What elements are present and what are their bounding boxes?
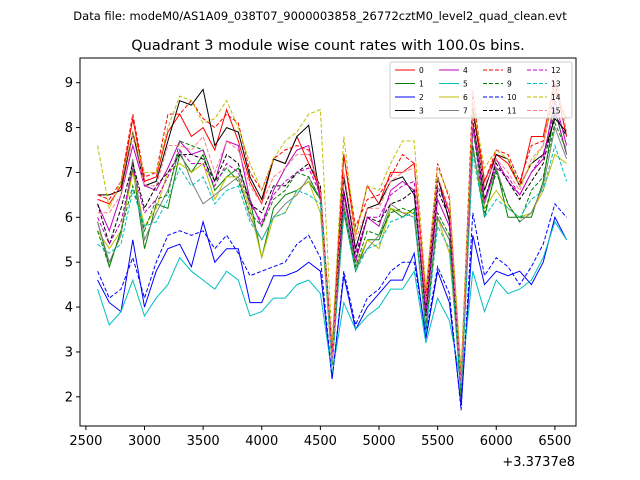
- axes-frame: [79, 57, 577, 427]
- y-axis: 2 3 4 5 6 7 8 9: [65, 76, 80, 405]
- series-line-13: [97, 143, 568, 388]
- legend-label-11: 11: [507, 106, 517, 115]
- legend-label-1: 1: [419, 79, 424, 88]
- legend-label-2: 2: [419, 93, 424, 102]
- legend-label-5: 5: [463, 79, 468, 88]
- series-line-14: [97, 90, 568, 370]
- legend-label-7: 7: [463, 106, 468, 115]
- chart-suptitle: Data file: modeM0/AS1A09_038T07_90000038…: [73, 9, 567, 23]
- legend-label-8: 8: [507, 66, 512, 75]
- y-tick-label: 7: [65, 166, 73, 181]
- x-tick-label: 6000: [480, 434, 513, 449]
- legend-label-15: 15: [551, 106, 561, 115]
- legend-label-13: 13: [551, 79, 561, 88]
- x-tick-label: 2500: [69, 434, 102, 449]
- legend-label-9: 9: [507, 79, 512, 88]
- legend-label-0: 0: [419, 66, 424, 75]
- y-tick-label: 4: [65, 301, 73, 316]
- legend-label-14: 14: [551, 93, 561, 102]
- x-axis: 2500 3000 3500 4000 4500 5000 5500 6000 6500: [69, 426, 571, 449]
- x-tick-label: 3000: [128, 434, 161, 449]
- y-tick-label: 2: [65, 390, 73, 405]
- legend-label-4: 4: [463, 66, 468, 75]
- legend-label-10: 10: [507, 93, 517, 102]
- legend-label-12: 12: [551, 66, 561, 75]
- x-axis-offset-label: +3.3737e8: [502, 455, 575, 470]
- x-tick-label: 5000: [362, 434, 395, 449]
- x-tick-label: 6500: [538, 434, 571, 449]
- series-line-15: [97, 73, 568, 384]
- legend-label-6: 6: [463, 93, 468, 102]
- x-tick-label: 3500: [187, 434, 220, 449]
- x-tick-label: 4000: [245, 434, 278, 449]
- legend-label-3: 3: [419, 106, 424, 115]
- series-line-10: [97, 202, 567, 411]
- legend-box: [389, 61, 573, 119]
- x-tick-label: 4500: [304, 434, 337, 449]
- y-tick-label: 8: [65, 121, 73, 136]
- y-tick-label: 3: [65, 345, 73, 360]
- chart-title: Quadrant 3 module wise count rates with …: [131, 38, 525, 54]
- y-tick-label: 5: [65, 256, 73, 271]
- y-tick-label: 9: [65, 76, 73, 91]
- plot-area: [97, 73, 568, 411]
- y-tick-label: 6: [65, 211, 73, 226]
- x-tick-label: 5500: [421, 434, 454, 449]
